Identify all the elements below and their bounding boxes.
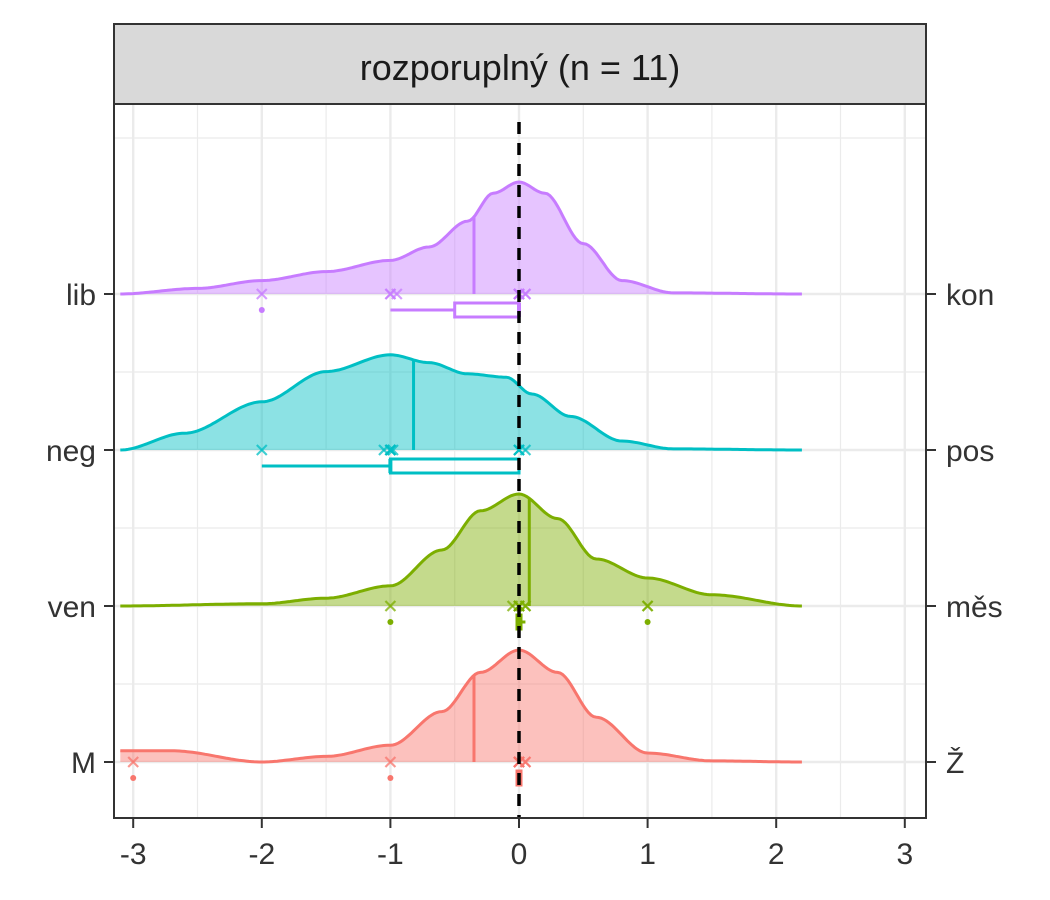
ridge-series-lib — [120, 180, 802, 319]
data-point-stroke — [519, 756, 532, 768]
data-point — [384, 600, 397, 612]
data-point — [256, 288, 268, 300]
data-point — [256, 444, 268, 456]
x-axis-tick-label: 3 — [896, 838, 913, 871]
ridge-series-ven — [120, 492, 802, 631]
ridge-series-neg — [120, 353, 802, 475]
box-iqr — [453, 301, 521, 319]
data-point-stroke — [387, 444, 399, 456]
right-axis-label: pos — [946, 435, 994, 468]
box-outlier — [130, 775, 137, 781]
density-area — [120, 182, 802, 294]
data-point — [384, 444, 397, 456]
density-area — [120, 650, 802, 762]
data-point-stroke — [391, 288, 403, 300]
facet-strip: rozporuplný (n = 11) — [113, 23, 927, 105]
data-point-stroke — [127, 756, 139, 768]
density-curve — [120, 648, 802, 764]
x-axis-tick-label: -3 — [120, 838, 147, 871]
density-curve — [120, 492, 802, 608]
data-point — [519, 600, 532, 612]
right-axis-label: měs — [946, 591, 1003, 624]
data-point — [127, 756, 139, 768]
data-point-stroke — [519, 600, 532, 612]
density-curve — [120, 180, 802, 296]
data-point — [391, 288, 403, 300]
box-outlier — [387, 619, 394, 625]
axes: lib kon neg pos ven měs M Ž -3 -2 -1 0 1 2 3 — [46, 279, 1003, 871]
data-point-stroke — [519, 288, 532, 300]
ridge-series-M — [120, 648, 802, 787]
data-point — [641, 600, 654, 612]
left-axis-label: M — [71, 747, 96, 780]
data-point-stroke — [256, 444, 268, 456]
box-iqr — [388, 457, 521, 475]
box-outlier — [258, 307, 265, 313]
box-outlier — [644, 619, 651, 625]
data-point — [387, 444, 399, 456]
series-layer — [120, 180, 802, 787]
right-axis-label: kon — [946, 279, 994, 312]
x-axis-tick-label: -1 — [377, 838, 404, 871]
box-outlier — [387, 775, 394, 781]
left-axis-label: neg — [46, 435, 96, 468]
data-point-stroke — [641, 600, 654, 612]
data-point — [519, 444, 532, 456]
density-curve — [120, 353, 802, 452]
x-axis-tick-label: -2 — [248, 838, 275, 871]
x-axis-tick-label: 2 — [768, 838, 785, 871]
x-axis-tick-label: 1 — [639, 838, 656, 871]
data-point — [384, 756, 397, 768]
data-point — [519, 288, 532, 300]
density-area — [120, 494, 802, 606]
data-point-stroke — [256, 288, 268, 300]
left-axis-label: lib — [66, 279, 96, 312]
facet-strip-background — [113, 23, 927, 105]
left-axis-label: ven — [48, 591, 96, 624]
data-point-stroke — [384, 600, 397, 612]
data-point-stroke — [384, 756, 397, 768]
facet-strip-title: rozporuplný (n = 11) — [360, 47, 681, 88]
data-point-stroke — [384, 444, 397, 456]
density-area — [120, 354, 802, 450]
data-point-stroke — [519, 444, 532, 456]
data-point — [519, 756, 532, 768]
right-axis-label: Ž — [946, 747, 964, 780]
x-axis-tick-label: 0 — [511, 838, 528, 871]
